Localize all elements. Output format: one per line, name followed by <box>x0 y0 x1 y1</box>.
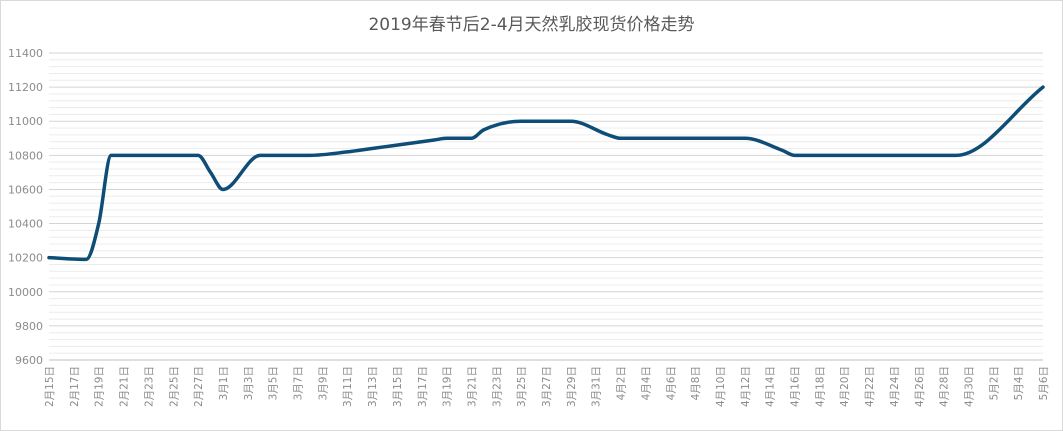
x-tick-label: 4月10日 <box>715 366 727 407</box>
x-tick-label: 3月5日 <box>268 366 280 400</box>
x-tick-label: 2月25日 <box>168 366 180 407</box>
x-tick-label: 3月29日 <box>566 366 578 407</box>
y-tick-label: 10600 <box>8 183 43 196</box>
x-tick-label: 2月19日 <box>94 366 106 407</box>
x-tick-label: 4月2日 <box>616 366 628 400</box>
x-tick-label: 2月15日 <box>44 366 56 407</box>
y-tick-label: 10000 <box>8 286 43 299</box>
x-tick-label: 3月21日 <box>466 366 478 407</box>
y-tick-label: 9600 <box>15 354 43 367</box>
x-tick-label: 2月27日 <box>193 366 205 407</box>
x-tick-label: 5月6日 <box>1038 366 1050 400</box>
chart-title: 2019年春节后2-4月天然乳胶现货价格走势 <box>368 15 695 35</box>
x-tick-label: 4月28日 <box>939 366 951 407</box>
x-tick-label: 3月15日 <box>392 366 404 407</box>
x-tick-label: 3月23日 <box>491 366 503 407</box>
price-line <box>47 85 1045 262</box>
x-tick-label: 4月24日 <box>889 366 901 407</box>
x-tick-label: 4月8日 <box>690 366 702 400</box>
y-tick-label: 10200 <box>8 252 43 265</box>
x-tick-label: 4月12日 <box>740 366 752 407</box>
x-tick-label: 4月6日 <box>665 366 677 400</box>
x-tick-label: 4月16日 <box>790 366 802 407</box>
x-tick-label: 5月2日 <box>988 366 1000 400</box>
y-tick-label: 10400 <box>8 218 43 231</box>
x-tick-label: 3月9日 <box>317 366 329 400</box>
x-tick-label: 4月30日 <box>963 366 975 407</box>
y-tick-label: 11200 <box>8 81 43 94</box>
x-tick-label: 3月17日 <box>417 366 429 407</box>
y-tick-label: 11400 <box>8 47 43 60</box>
x-tick-label: 3月25日 <box>516 366 528 407</box>
x-tick-label: 3月13日 <box>367 366 379 407</box>
x-tick-label: 4月18日 <box>814 366 826 407</box>
x-tick-label: 2月17日 <box>69 366 81 407</box>
x-tick-label: 2月21日 <box>119 366 131 407</box>
x-tick-label: 4月22日 <box>864 366 876 407</box>
x-tick-label: 4月14日 <box>765 366 777 407</box>
x-tick-label: 4月20日 <box>839 366 851 407</box>
x-tick-label: 3月1日 <box>218 366 230 400</box>
x-tick-label: 4月26日 <box>914 366 926 407</box>
y-tick-label: 10800 <box>8 149 43 162</box>
y-tick-label: 11000 <box>8 115 43 128</box>
x-tick-label: 2月23日 <box>143 366 155 407</box>
x-tick-label: 3月27日 <box>541 366 553 407</box>
x-tick-label: 3月11日 <box>342 366 354 407</box>
x-tick-label: 3月3日 <box>243 366 255 400</box>
x-tick-label: 5月4日 <box>1013 366 1025 400</box>
x-tick-label: 3月19日 <box>442 366 454 407</box>
x-tick-label: 3月7日 <box>293 366 305 400</box>
y-tick-label: 9800 <box>15 320 43 333</box>
x-tick-label: 4月4日 <box>640 366 652 400</box>
x-tick-label: 3月31日 <box>591 366 603 407</box>
